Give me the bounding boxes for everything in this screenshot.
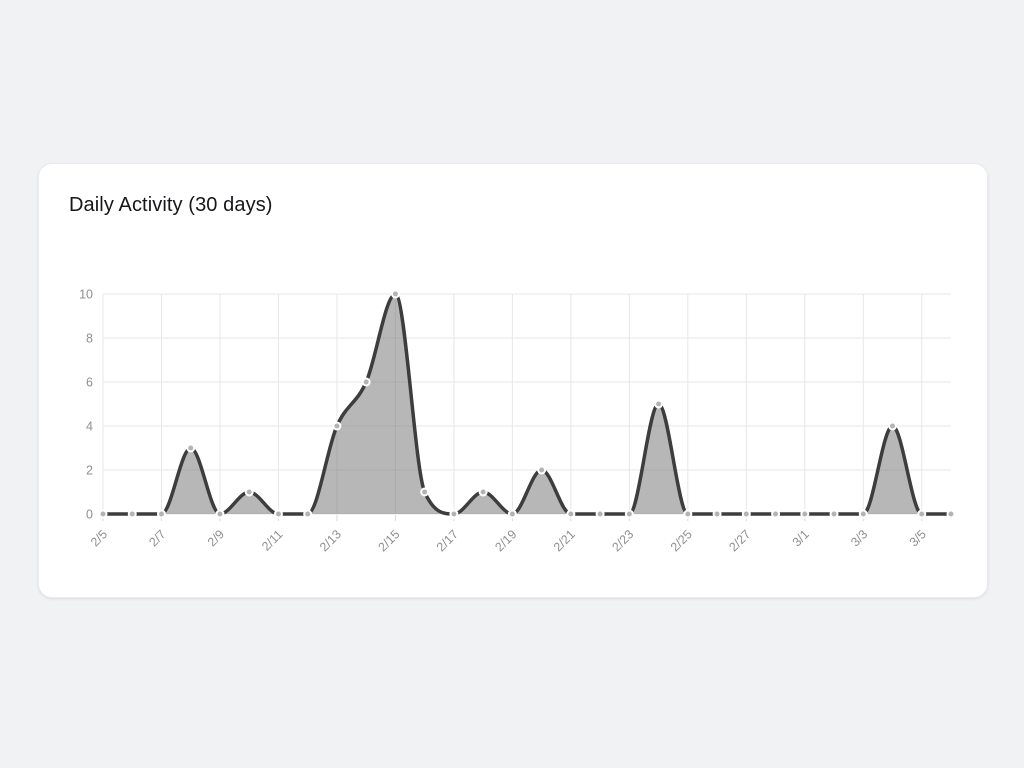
data-point bbox=[449, 509, 459, 519]
series-area-fill bbox=[103, 294, 951, 514]
chart-title: Daily Activity (30 days) bbox=[69, 194, 273, 216]
area-chart-svg: 0 2 4 6 8 10 2/5 2/7 2/9 2/11 2/13 2/15 2/17 2/19 2/21… bbox=[79, 288, 956, 554]
x-tick-label: 2/11 bbox=[259, 527, 285, 553]
x-tick-label: 2/17 bbox=[434, 527, 461, 554]
x-tick-label: 2/13 bbox=[317, 527, 344, 554]
x-axis-labels: 2/5 2/7 2/9 2/11 2/13 2/15 2/17 2/19 2/21 2/23 2/2… bbox=[88, 527, 929, 554]
x-tick-label: 2/21 bbox=[551, 527, 578, 554]
data-point bbox=[712, 509, 722, 519]
x-tick-label: 3/1 bbox=[790, 527, 812, 549]
y-tick-label: 6 bbox=[86, 376, 93, 390]
data-point bbox=[537, 465, 547, 475]
data-point bbox=[654, 399, 664, 409]
x-tick-label: 2/7 bbox=[146, 527, 168, 549]
data-point bbox=[800, 509, 810, 519]
data-point bbox=[332, 421, 342, 431]
gridlines bbox=[102, 293, 951, 521]
data-point bbox=[127, 509, 137, 519]
data-point bbox=[390, 289, 400, 299]
data-point bbox=[215, 509, 225, 519]
data-point bbox=[186, 443, 196, 453]
y-tick-label: 8 bbox=[86, 332, 93, 346]
x-tick-label: 3/5 bbox=[907, 527, 929, 549]
data-point bbox=[566, 509, 576, 519]
x-tick-label: 2/15 bbox=[375, 527, 402, 554]
data-point bbox=[741, 509, 751, 519]
data-points bbox=[98, 289, 956, 519]
data-point bbox=[303, 509, 313, 519]
data-point bbox=[771, 509, 781, 519]
y-axis-labels: 0 2 4 6 8 10 bbox=[79, 288, 93, 522]
x-tick-label: 2/27 bbox=[726, 527, 753, 554]
data-point bbox=[858, 509, 868, 519]
y-tick-label: 10 bbox=[79, 288, 93, 302]
data-point bbox=[888, 421, 898, 431]
data-point bbox=[244, 487, 254, 497]
data-point bbox=[98, 509, 108, 519]
data-point bbox=[829, 509, 839, 519]
x-tick-label: 2/23 bbox=[609, 527, 636, 554]
data-point bbox=[478, 487, 488, 497]
data-point bbox=[917, 509, 927, 519]
y-tick-label: 0 bbox=[86, 508, 93, 522]
data-point bbox=[683, 509, 693, 519]
data-point bbox=[361, 377, 371, 387]
data-point bbox=[420, 487, 430, 497]
data-point bbox=[946, 509, 956, 519]
data-point bbox=[156, 509, 166, 519]
x-tick-label: 2/5 bbox=[88, 527, 110, 549]
y-tick-label: 4 bbox=[86, 420, 93, 434]
y-tick-label: 2 bbox=[86, 464, 93, 478]
x-tick-label: 2/25 bbox=[668, 527, 695, 554]
data-point bbox=[273, 509, 283, 519]
x-tick-label: 2/19 bbox=[492, 527, 519, 554]
x-tick-label: 2/9 bbox=[205, 527, 227, 549]
data-point bbox=[595, 509, 605, 519]
data-point bbox=[624, 509, 634, 519]
series-line bbox=[101, 292, 953, 516]
x-tick-label: 3/3 bbox=[848, 527, 870, 549]
daily-activity-card: Daily Activity (30 days) 0 2 4 6 8 10 2/5 2/7 2/… bbox=[38, 163, 988, 598]
data-point bbox=[507, 509, 517, 519]
activity-chart: 0 2 4 6 8 10 2/5 2/7 2/9 2/11 2/13 2/15 2/17 2/19 2/21… bbox=[39, 164, 987, 597]
